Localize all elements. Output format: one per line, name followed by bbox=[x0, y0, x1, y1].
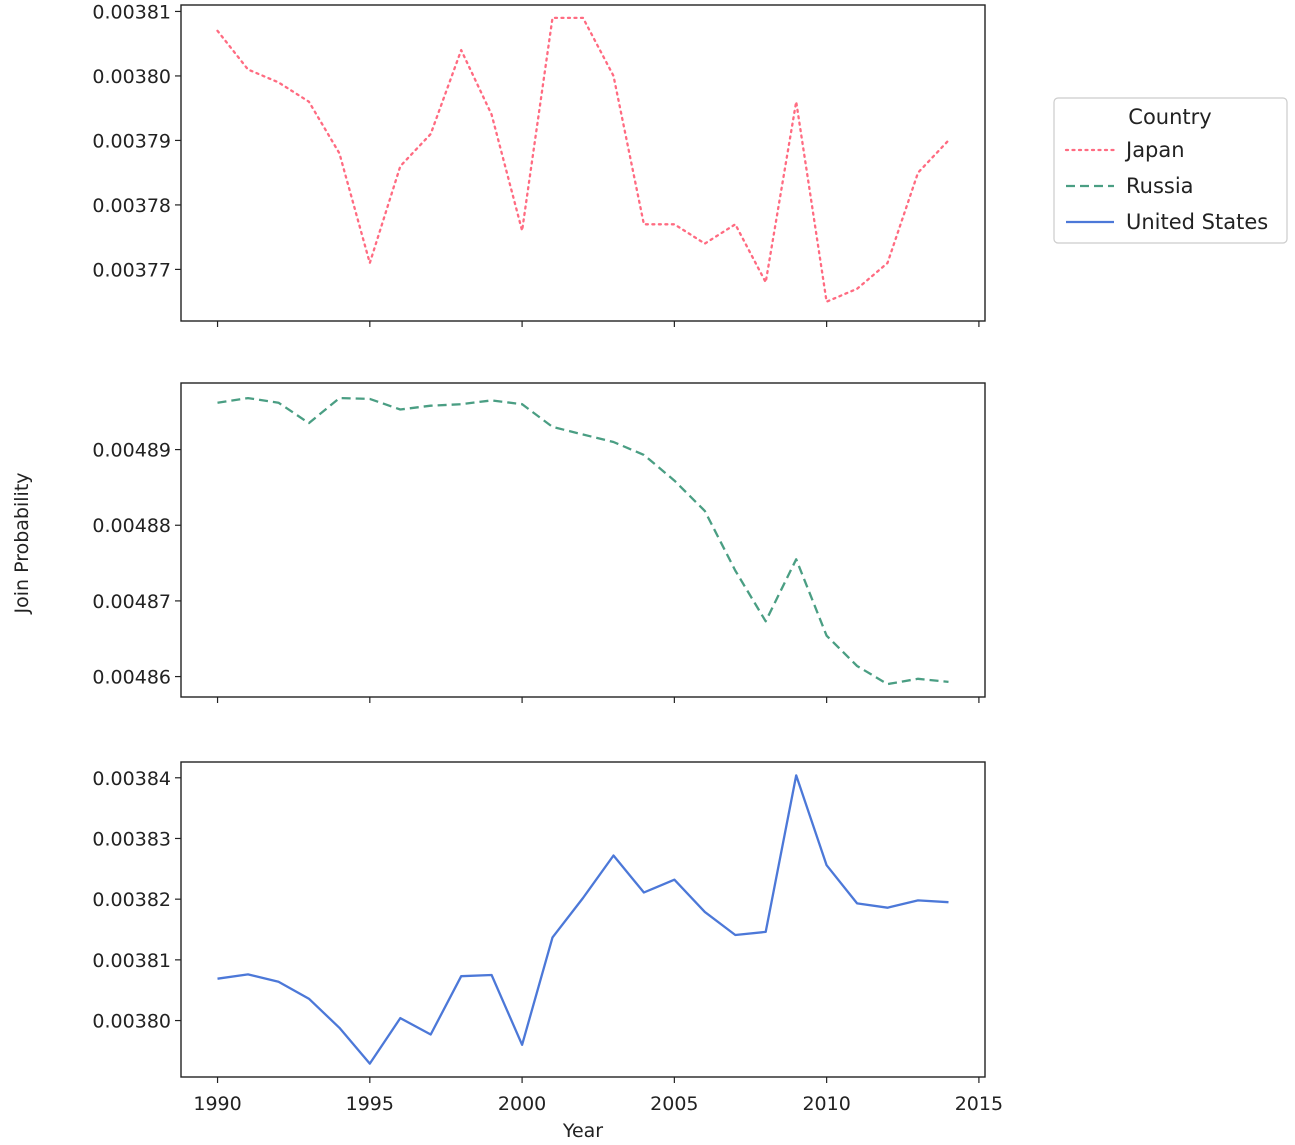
legend-label: Japan bbox=[1124, 138, 1185, 162]
y-tick-label: 0.00381 bbox=[92, 1, 171, 23]
y-tick-label: 0.00380 bbox=[92, 66, 171, 88]
x-tick-label: 2015 bbox=[955, 1093, 1003, 1115]
y-tick-label: 0.00486 bbox=[92, 667, 171, 689]
x-axis-label: Year bbox=[562, 1120, 603, 1142]
y-tick-label: 0.00487 bbox=[92, 591, 171, 613]
plot-frame bbox=[180, 761, 986, 1078]
y-tick-label: 0.00382 bbox=[92, 889, 171, 911]
panel-united-states: 0.00380 0.00381 0.00382 0.00383 0.00384 1990 1… bbox=[92, 761, 1003, 1115]
series-line-united-states bbox=[217, 774, 949, 1065]
y-tick-label: 0.00489 bbox=[92, 440, 171, 462]
x-tick-label: 2010 bbox=[802, 1093, 850, 1115]
panel-japan: 0.00377 0.00378 0.00379 0.00380 0.00381 bbox=[92, 1, 986, 327]
x-tick-label: 1995 bbox=[346, 1093, 394, 1115]
y-tick-label: 0.00383 bbox=[92, 828, 171, 850]
plot-frame bbox=[180, 4, 986, 322]
x-tick-label: 1990 bbox=[193, 1093, 241, 1115]
y-tick-label: 0.00379 bbox=[92, 130, 171, 152]
series-line-japan bbox=[216, 16, 950, 303]
x-tick-label: 2000 bbox=[498, 1093, 546, 1115]
chart-panels: 0.00377 0.00378 0.00379 0.00380 0.00381 0.004… bbox=[92, 1, 1003, 1115]
panel-russia: 0.00486 0.00487 0.00488 0.00489 bbox=[92, 382, 986, 703]
y-tick-label: 0.00378 bbox=[92, 195, 171, 217]
legend-title: Country bbox=[1128, 105, 1211, 129]
legend-frame bbox=[1053, 97, 1288, 244]
legend: Country Japan Russia United States bbox=[1053, 97, 1288, 244]
x-tick-label: 2005 bbox=[650, 1093, 698, 1115]
y-tick-label: 0.00377 bbox=[92, 259, 171, 281]
plot-frame bbox=[180, 382, 986, 698]
y-tick-label: 0.00384 bbox=[92, 768, 171, 790]
series-line-russia bbox=[217, 396, 949, 686]
y-tick-label: 0.00380 bbox=[92, 1011, 171, 1033]
legend-label: United States bbox=[1126, 210, 1268, 234]
y-tick-label: 0.00488 bbox=[92, 515, 171, 537]
legend-label: Russia bbox=[1126, 174, 1194, 198]
y-axis-label: Join Probability bbox=[11, 472, 33, 614]
y-tick-label: 0.00381 bbox=[92, 950, 171, 972]
